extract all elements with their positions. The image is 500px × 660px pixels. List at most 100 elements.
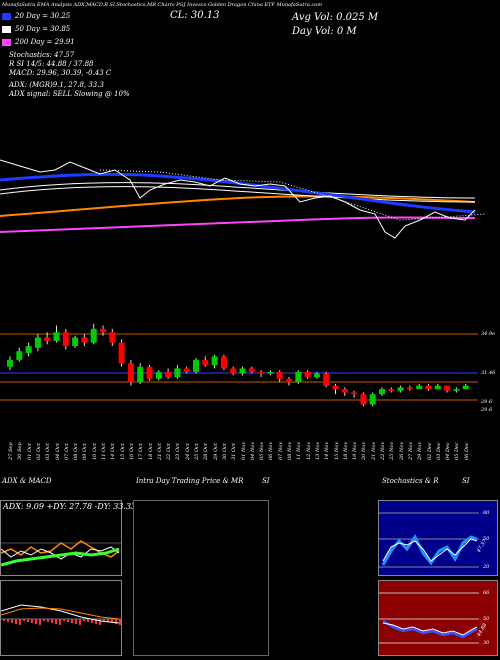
candle-body (425, 385, 432, 390)
date-label: 27 Sep (8, 442, 14, 460)
date-label: 08 Oct (73, 443, 80, 460)
intraday-panel (133, 500, 269, 656)
minus-di-line (1, 546, 120, 560)
candle-body (16, 351, 23, 360)
macd-hist-bar (91, 619, 93, 623)
stoch-k-line (381, 534, 478, 566)
date-label: 28 Oct (203, 443, 210, 460)
date-label: 11 Oct (101, 443, 107, 460)
date-label: 19 Nov (352, 441, 359, 460)
date-label: 16 Oct (128, 443, 135, 460)
macd-signal-line (1, 607, 120, 620)
macd-hist-bar (39, 619, 41, 625)
candle-body (444, 385, 451, 391)
stoch-level-80: 80 (483, 510, 490, 516)
legend-label: 20 Day = 30.25 (15, 12, 71, 20)
adx-signal: ADX signal: SELL Slowing @ 10% (9, 90, 130, 98)
date-label: 11 Nov (296, 441, 303, 460)
date-label: 02 Dec (426, 442, 433, 460)
legend-swatch (2, 38, 11, 46)
rsi-white-line (382, 622, 478, 636)
date-label: 05 Nov (259, 441, 266, 460)
adx-panel-title: ADX & MACD (2, 477, 52, 485)
macd-hist-bar (99, 619, 101, 625)
candle-body (434, 385, 441, 390)
avg-volume: Avg Vol: 0.025 M (292, 12, 379, 23)
date-label: 18 Oct (147, 443, 154, 460)
candle-body (202, 359, 209, 365)
candle-body (388, 389, 395, 391)
candle-body (248, 368, 255, 372)
macd-hist-bar (119, 619, 121, 625)
candles-group (7, 323, 469, 407)
date-label: 18 Nov (342, 441, 349, 460)
candle-body (118, 342, 125, 364)
stochastics-lines (379, 512, 479, 568)
adx-values: ADX: 9.09 +DY: 27.78 -DY: 33.33 (3, 502, 137, 511)
rsi-level-66: 66 (483, 590, 490, 596)
macd-hist-bar (15, 619, 17, 624)
macd-hist-bar (63, 619, 65, 621)
date-label: 14 Nov (324, 441, 331, 460)
adx-panel: ADX: 9.09 +DY: 27.78 -DY: 33.33 (0, 500, 136, 576)
candle-body (351, 392, 358, 395)
legend-label: 200 Day = 29.91 (15, 38, 75, 46)
candle-body (90, 328, 97, 343)
candle-body (34, 337, 41, 348)
date-label: 05 Dec (454, 442, 461, 460)
date-label: 24 Oct (184, 443, 191, 460)
legend-label: 50 Day = 30.85 (15, 25, 71, 33)
macd-hist-bar (55, 619, 57, 624)
legend-ema50: 50 Day = 30.85 (2, 25, 70, 33)
date-label: 30 Sep (17, 442, 24, 460)
candle-body (295, 371, 302, 383)
date-label: 30 Oct (221, 443, 228, 460)
candle-body (174, 368, 181, 378)
legend-swatch (2, 25, 11, 33)
date-label: 27 Nov (407, 441, 414, 460)
date-label: 31 Oct (231, 443, 238, 460)
date-label: 15 Oct (119, 443, 126, 460)
macd-hist-bar (59, 619, 61, 625)
macd-hist-bar (31, 619, 33, 623)
macd-hist-bar (83, 619, 85, 621)
date-label: 01 Oct (26, 443, 33, 460)
candle-body (453, 389, 460, 391)
date-label: 06 Dec (463, 442, 470, 460)
candle-body (313, 373, 320, 378)
macd-hist-bar (19, 619, 21, 625)
close-price: CL: 30.13 (170, 10, 220, 21)
candle-body (369, 394, 376, 405)
ema-magenta-line (0, 216, 476, 233)
date-label: 20 Nov (361, 441, 368, 460)
macd-hist-bar (95, 619, 97, 624)
date-label: 03 Dec (435, 442, 442, 460)
candle-body (109, 332, 116, 343)
macd-hist-bar (51, 619, 53, 623)
date-label: 21 Oct (156, 443, 163, 460)
legend-ema20: 20 Day = 30.25 (2, 12, 70, 20)
macd-hist-bar (47, 619, 49, 622)
candle-body (81, 337, 88, 343)
candle-body (220, 356, 227, 369)
ema-blue-line (0, 172, 476, 214)
level-label-low: 29.6 (481, 399, 493, 405)
candle-body (155, 371, 162, 379)
rsi-level-50: 50 (483, 616, 490, 622)
date-label: 04 Nov (249, 441, 256, 460)
candle-body (360, 394, 367, 405)
stochastics-panel: 80 50 20 47.57 (378, 500, 498, 576)
candle-body (416, 385, 423, 390)
date-label: 07 Oct (63, 443, 70, 460)
intra-panel-si: SI (262, 477, 270, 485)
macd-hist-bar (87, 619, 89, 622)
candle-body (137, 366, 144, 383)
candle-body (276, 371, 283, 379)
macd-hist-bar (111, 619, 113, 623)
candle-body (406, 387, 413, 390)
candle-body (146, 366, 153, 379)
candle-body (127, 363, 134, 383)
date-label: 13 Nov (314, 441, 321, 460)
legend-ema200: 200 Day = 29.91 (2, 38, 75, 46)
candle-body (286, 378, 292, 383)
